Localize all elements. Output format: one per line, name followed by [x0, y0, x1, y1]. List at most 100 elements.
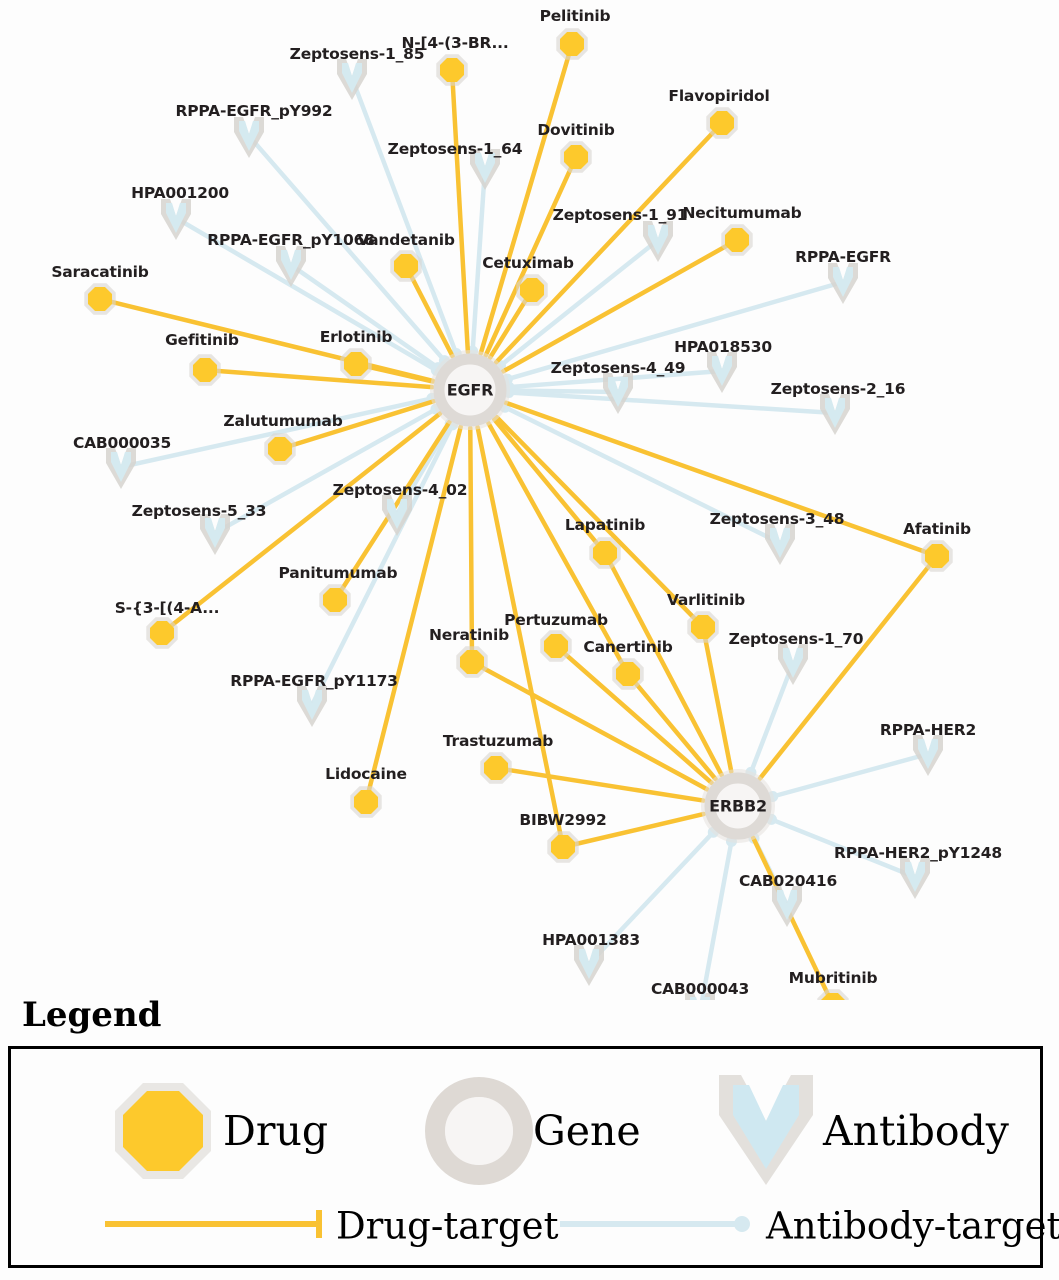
- drug-node[interactable]: [87, 286, 113, 312]
- antibody-node[interactable]: [205, 518, 225, 548]
- drug-target-edge[interactable]: [503, 400, 940, 559]
- drug-node[interactable]: [690, 614, 716, 640]
- antibody-target-edge[interactable]: [173, 215, 439, 373]
- drug-node[interactable]: [559, 31, 585, 57]
- antibody-target-edge[interactable]: [506, 368, 725, 390]
- antibody-target-edge[interactable]: [118, 396, 435, 470]
- drug-gene-antibody-network[interactable]: N-[4-(3-BR... Pelitinib Flavopiridol Doviti…: [0, 0, 1059, 1000]
- drug-node[interactable]: [483, 755, 509, 781]
- gene-node[interactable]: [704, 772, 772, 840]
- drug-node[interactable]: [267, 436, 293, 462]
- drug-target-edge[interactable]: [493, 120, 725, 365]
- drug-node[interactable]: [709, 110, 735, 136]
- drug-node[interactable]: [924, 543, 950, 569]
- drug-target-edge[interactable]: [493, 765, 706, 803]
- antibody-target-edge[interactable]: [212, 406, 439, 536]
- drug-node[interactable]: [550, 834, 576, 860]
- antibody-node[interactable]: [648, 225, 668, 255]
- drug-target-edge[interactable]: [625, 671, 718, 782]
- antibody-node-label: RPPA-HER2: [879, 721, 977, 739]
- antibody-node-label: Zeptosens-5_33: [131, 502, 267, 520]
- antibody-target-edge[interactable]: [505, 279, 846, 382]
- antibody-node[interactable]: [111, 452, 131, 482]
- antibody-node[interactable]: [905, 862, 925, 892]
- antibody-node[interactable]: [777, 890, 797, 920]
- drug-target-edge[interactable]: [486, 420, 631, 677]
- antibody-node[interactable]: [342, 63, 362, 93]
- drug-target-edge[interactable]: [403, 263, 455, 359]
- drug-target-edge[interactable]: [159, 411, 443, 636]
- antibody-node[interactable]: [608, 377, 628, 407]
- drug-target-edge[interactable]: [202, 367, 435, 390]
- antibody-node-label: RPPA-EGFR_pY1173: [230, 672, 398, 690]
- antibody-node-label: RPPA-EGFR_pY1068: [207, 231, 375, 249]
- drug-node-label: Afatinib: [903, 520, 971, 538]
- antibody-target-edge[interactable]: [246, 133, 447, 363]
- antibody-target-edge[interactable]: [288, 262, 441, 370]
- drug-node[interactable]: [322, 587, 348, 613]
- antibody-node[interactable]: [475, 153, 495, 183]
- antibody-target-edge[interactable]: [349, 75, 459, 356]
- legend-drug-target-label: Drug-target: [336, 1204, 559, 1248]
- antibody-node[interactable]: [825, 398, 845, 428]
- drug-node-label: Pelitinib: [539, 7, 611, 25]
- drug-target-edge[interactable]: [757, 553, 940, 781]
- antibody-target-edge[interactable]: [498, 237, 661, 368]
- gene-node[interactable]: [433, 353, 507, 427]
- antibody-target-edge[interactable]: [506, 388, 621, 395]
- antibody-target-edge[interactable]: [699, 839, 734, 1000]
- drug-node[interactable]: [393, 253, 419, 279]
- antibody-target-edge[interactable]: [506, 390, 838, 416]
- drug-node[interactable]: [563, 144, 589, 170]
- antibody-target-edge[interactable]: [502, 405, 783, 546]
- drug-node[interactable]: [543, 633, 569, 659]
- drug-node-label: Canertinib: [583, 638, 673, 656]
- antibody-node[interactable]: [783, 648, 803, 678]
- drug-target-edge[interactable]: [602, 550, 724, 778]
- drug-target-edge[interactable]: [494, 414, 706, 630]
- drug-target-edge[interactable]: [449, 67, 471, 355]
- drug-node[interactable]: [149, 620, 175, 646]
- drug-target-edge[interactable]: [500, 237, 740, 374]
- antibody-node[interactable]: [918, 739, 938, 769]
- antibody-node[interactable]: [712, 356, 732, 386]
- drug-target-edge[interactable]: [363, 424, 463, 805]
- drug-node[interactable]: [192, 357, 218, 383]
- drug-node[interactable]: [592, 540, 618, 566]
- antibody-node-label: RPPA-EGFR: [795, 248, 891, 266]
- antibody-node[interactable]: [387, 499, 407, 529]
- drug-node[interactable]: [821, 992, 845, 1000]
- antibody-node[interactable]: [690, 997, 710, 1000]
- drug-node[interactable]: [615, 661, 641, 687]
- antibody-node[interactable]: [302, 690, 322, 720]
- antibody-node[interactable]: [833, 267, 853, 297]
- drug-node[interactable]: [724, 227, 750, 253]
- antibody-target-edge[interactable]: [470, 165, 488, 354]
- antibody-target-edge[interactable]: [586, 829, 716, 967]
- drug-target-edge[interactable]: [483, 154, 579, 358]
- drug-target-edge[interactable]: [750, 835, 834, 1000]
- antibody-target-edge[interactable]: [748, 660, 796, 775]
- antibody-node[interactable]: [166, 203, 186, 233]
- drug-target-edge[interactable]: [491, 417, 608, 556]
- antibody-node[interactable]: [281, 250, 301, 280]
- drug-node[interactable]: [439, 57, 465, 83]
- drug-node[interactable]: [459, 649, 485, 675]
- drug-node[interactable]: [353, 789, 379, 815]
- drug-target-edge[interactable]: [478, 41, 575, 356]
- antibody-target-edge[interactable]: [770, 751, 931, 799]
- drug-target-edge[interactable]: [553, 643, 714, 786]
- drug-target-edge[interactable]: [560, 811, 707, 850]
- drug-target-edge[interactable]: [475, 424, 566, 850]
- antibody-node[interactable]: [579, 949, 599, 979]
- drug-target-edge[interactable]: [468, 425, 475, 665]
- antibody-target-edge[interactable]: [309, 422, 455, 708]
- drug-node[interactable]: [519, 277, 545, 303]
- drug-node[interactable]: [343, 351, 369, 377]
- antibody-node[interactable]: [239, 121, 259, 151]
- drug-target-edge[interactable]: [469, 659, 710, 792]
- antibody-node[interactable]: [770, 528, 790, 558]
- drug-target-edge[interactable]: [277, 399, 436, 452]
- antibody-target-edge[interactable]: [769, 817, 918, 880]
- drug-target-edge[interactable]: [700, 624, 734, 774]
